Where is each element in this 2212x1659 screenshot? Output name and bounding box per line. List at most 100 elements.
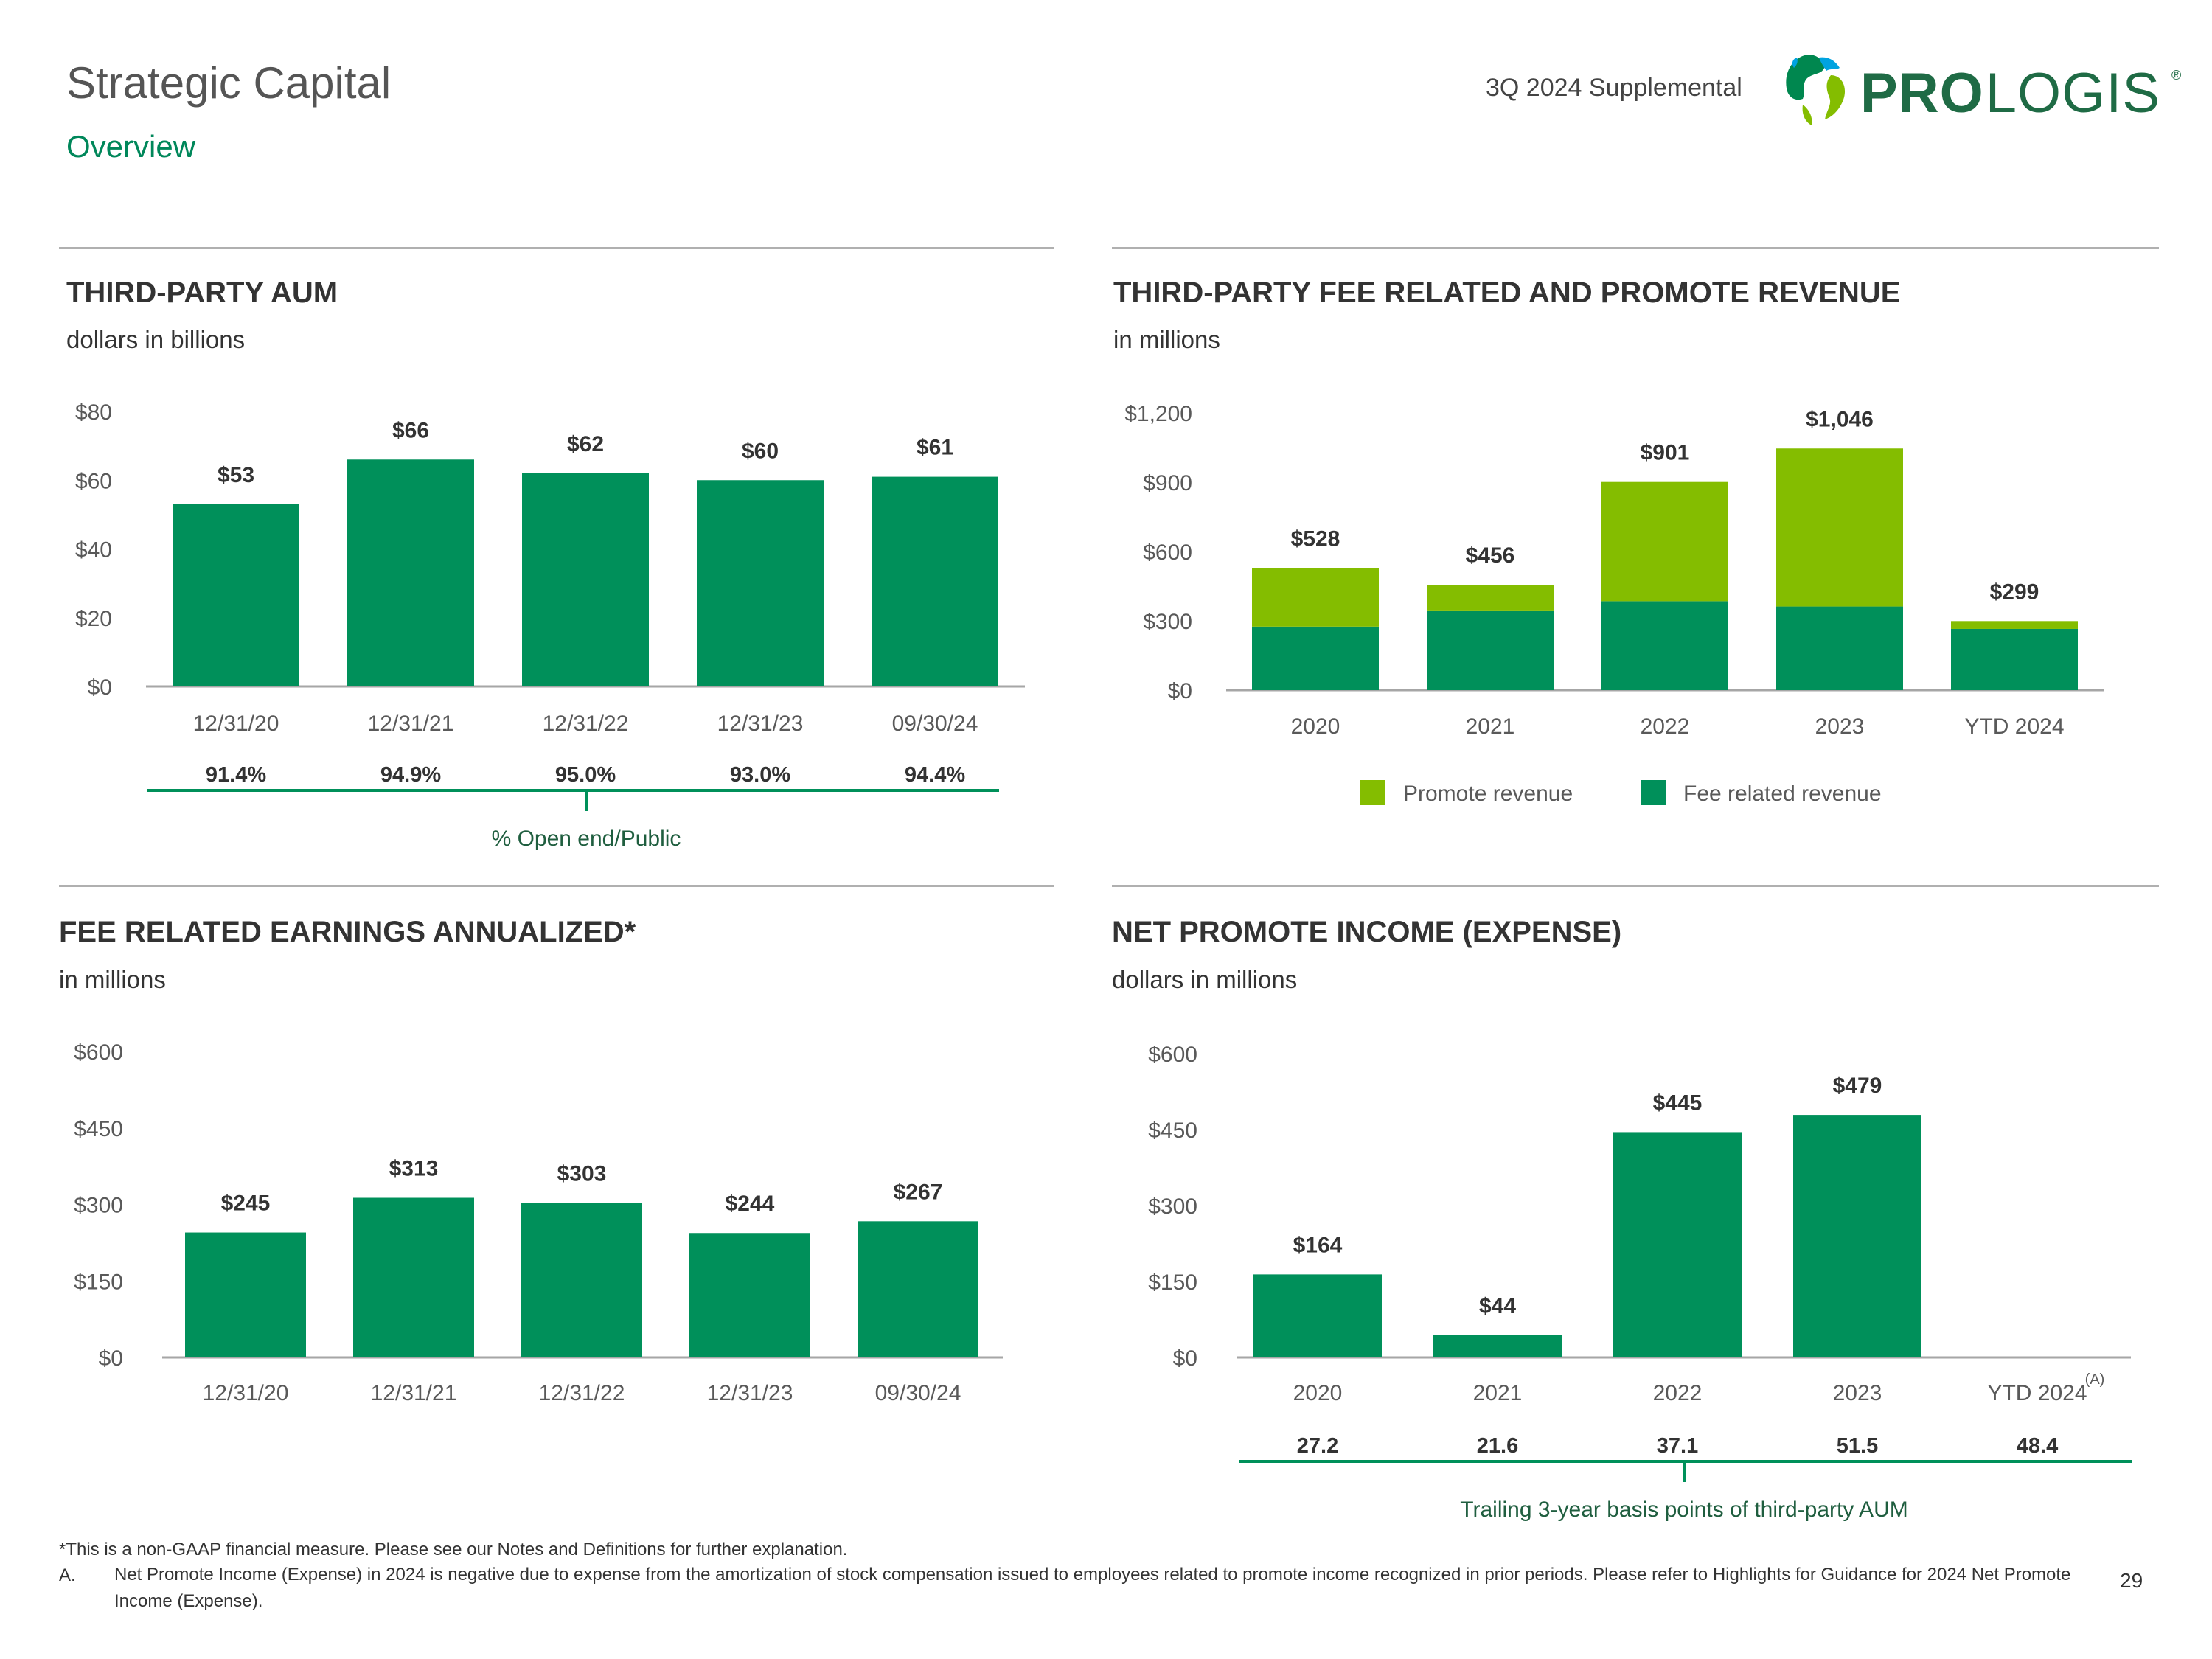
data-label: $528	[1291, 527, 1340, 552]
data-label: $303	[557, 1161, 607, 1186]
x-tick-label: 2020	[1291, 714, 1340, 739]
sub-value-label: 93.0%	[730, 763, 790, 787]
x-tick-label: YTD 2024	[1964, 714, 2064, 739]
aum-chart-subtitle: dollars in billions	[66, 326, 246, 353]
x-tick-label: 2021	[1473, 1381, 1523, 1405]
bar-segment	[1776, 448, 1903, 607]
x-tick-label: 12/31/20	[203, 1381, 289, 1405]
data-label: $62	[567, 432, 604, 456]
sub-value-label: 94.9%	[380, 763, 441, 787]
y-tick-label: $600	[1143, 540, 1192, 565]
aum-chart-title: THIRD-PARTY AUM	[66, 276, 338, 309]
y-tick-label: $0	[1173, 1346, 1197, 1371]
y-tick-label: $300	[1148, 1194, 1197, 1219]
x-tick-label: 12/31/23	[707, 1381, 793, 1405]
data-label: $60	[742, 439, 779, 463]
logo-wordmark: PROLOGIS	[1860, 62, 2160, 125]
y-tick-label: $600	[74, 1040, 123, 1065]
sub-value-label: 37.1	[1657, 1434, 1698, 1458]
page-number: 29	[2120, 1569, 2143, 1592]
bar-segment	[1252, 626, 1379, 690]
y-tick-label: $1,200	[1124, 402, 1192, 426]
registered-mark: ®	[2171, 68, 2181, 83]
x-tick-label: YTD 2024	[1987, 1381, 2087, 1405]
bar-segment	[1951, 628, 2078, 690]
data-label: $53	[218, 463, 254, 487]
bar-segment	[1427, 610, 1554, 690]
fre-chart-subtitle: in millions	[59, 966, 166, 993]
bar-segment	[1951, 621, 2078, 629]
x-tick-label: 12/31/21	[368, 712, 454, 736]
panel-divider-bottom-left	[59, 885, 1054, 887]
data-label: $245	[221, 1192, 271, 1216]
bar	[858, 1221, 978, 1357]
y-tick-label: $300	[1143, 610, 1192, 634]
x-tick-label: 09/30/24	[875, 1381, 961, 1405]
data-label: $164	[1293, 1233, 1343, 1257]
x-tick-label: 2020	[1293, 1381, 1343, 1405]
page-subtitle: Overview	[66, 129, 196, 164]
footnote-a-marker: A.	[59, 1565, 76, 1585]
bar	[1613, 1132, 1742, 1357]
bar	[521, 1203, 642, 1357]
data-label: $456	[1466, 543, 1515, 568]
x-tick-label: 12/31/21	[371, 1381, 457, 1405]
y-tick-label: $150	[74, 1270, 123, 1294]
legend-swatch	[1641, 780, 1666, 805]
fee-revenue-stacked-chart: $0 $300 $600 $900 $1,200 $528 2020 $456 2021 $901…	[1124, 402, 2104, 806]
bar-segment	[1601, 601, 1728, 690]
bar	[1433, 1335, 1562, 1357]
x-tick-label: 12/31/22	[539, 1381, 625, 1405]
sub-value-label: 21.6	[1477, 1434, 1518, 1458]
x-tick-label: 2022	[1641, 714, 1690, 739]
sub-value-label: 91.4%	[206, 763, 266, 787]
x-tick-label: 2023	[1833, 1381, 1882, 1405]
x-tick-label: 2022	[1653, 1381, 1703, 1405]
bar-segment	[1601, 481, 1728, 602]
non-gaap-footnote: *This is a non-GAAP financial measure. P…	[59, 1540, 848, 1559]
prologis-logo: PROLOGIS ®	[1786, 55, 2181, 125]
bar-segment	[1427, 585, 1554, 611]
y-tick-label: $20	[75, 607, 112, 631]
x-tick-label: 12/31/20	[193, 712, 279, 736]
data-label: $479	[1833, 1074, 1882, 1098]
globe-icon	[1786, 55, 1846, 125]
net-promote-bar-chart: $0 $150 $300 $450 $600 $164 2020 27.2 $44 2021 21.…	[1148, 1043, 2132, 1522]
sub-value-label: 94.4%	[905, 763, 965, 787]
y-tick-label: $300	[74, 1194, 123, 1218]
x-tick-label: 12/31/23	[717, 712, 804, 736]
y-tick-label: $0	[1168, 679, 1192, 703]
bar	[872, 476, 998, 686]
legend-label: Fee related revenue	[1683, 782, 1882, 806]
y-tick-label: $150	[1148, 1270, 1197, 1295]
sub-caption: Trailing 3-year basis points of third-pa…	[1460, 1498, 1907, 1522]
y-tick-label: $0	[88, 675, 112, 700]
bar-segment	[1252, 568, 1379, 627]
x-tick-label: 2023	[1815, 714, 1865, 739]
supplemental-label: 3Q 2024 Supplemental	[1486, 74, 1742, 102]
data-label: $299	[1990, 580, 2039, 604]
y-tick-label: $60	[75, 469, 112, 493]
x-tick-label: 09/30/24	[892, 712, 978, 736]
promote-chart-title: NET PROMOTE INCOME (EXPENSE)	[1112, 916, 1622, 948]
footnote-a-text: Net Promote Income (Expense) in 2024 is …	[114, 1565, 2071, 1611]
sub-value-label: 95.0%	[555, 763, 616, 787]
bar	[689, 1233, 810, 1357]
data-label: $61	[917, 436, 953, 460]
data-label: $445	[1653, 1091, 1703, 1115]
legend-label: Promote revenue	[1403, 782, 1573, 806]
y-tick-label: $450	[74, 1117, 123, 1141]
data-label: $244	[726, 1192, 775, 1216]
data-label: $66	[392, 418, 429, 442]
sub-caption: % Open end/Public	[492, 827, 681, 851]
sub-value-label: 48.4	[2017, 1434, 2058, 1458]
y-tick-label: $40	[75, 538, 112, 563]
y-tick-label: $900	[1143, 471, 1192, 495]
bar	[522, 473, 649, 686]
x-tick-label: 12/31/22	[543, 712, 629, 736]
category-note: (A)	[2085, 1371, 2105, 1388]
bar	[185, 1232, 306, 1357]
legend-swatch	[1360, 780, 1385, 805]
data-label: $313	[389, 1157, 439, 1181]
x-tick-label: 2021	[1466, 714, 1515, 739]
